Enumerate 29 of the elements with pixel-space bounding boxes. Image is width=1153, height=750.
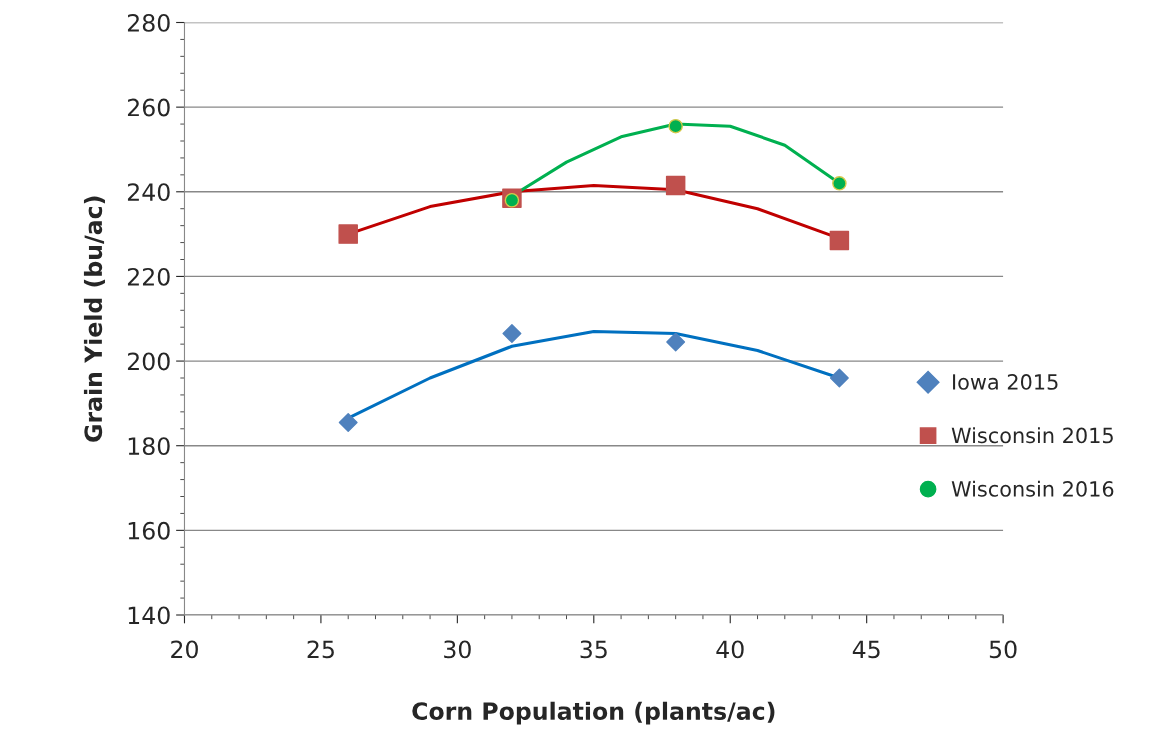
y-tick-label: 180 xyxy=(128,437,170,456)
x-tick-label: 30 xyxy=(444,640,471,659)
x-axis-title: Corn Population (plants/ac) xyxy=(412,701,775,725)
x-tick-label: 35 xyxy=(580,640,607,659)
x-tick-label: 40 xyxy=(716,640,744,659)
x-tick-label: 45 xyxy=(852,640,880,659)
point xyxy=(338,224,358,244)
x-tick-label: 50 xyxy=(989,640,1017,659)
legend-label: Iowa 2015 xyxy=(953,374,1058,390)
point xyxy=(665,175,686,196)
x-tick-label: 25 xyxy=(307,640,334,659)
x-tick-label: 20 xyxy=(171,640,198,659)
point xyxy=(338,412,358,432)
y-tick-label: 140 xyxy=(128,606,170,625)
y-axis-title: Grain Yield (bu/ac) xyxy=(83,196,105,442)
y-tick-label: 160 xyxy=(128,521,170,540)
y-tick-label: 220 xyxy=(127,267,170,286)
point xyxy=(829,230,850,251)
y-tick-label: 200 xyxy=(127,352,170,371)
point xyxy=(832,176,847,191)
y-tick-label: 260 xyxy=(127,98,170,117)
legend-label: Wisconsin 2015 xyxy=(951,427,1113,444)
point xyxy=(666,332,686,352)
y-tick-label: 240 xyxy=(127,183,170,202)
legend-label: Wisconsin 2016 xyxy=(951,480,1114,497)
y-tick-label: 280 xyxy=(127,13,170,32)
point xyxy=(668,118,683,134)
point xyxy=(829,368,849,388)
point xyxy=(502,324,522,344)
